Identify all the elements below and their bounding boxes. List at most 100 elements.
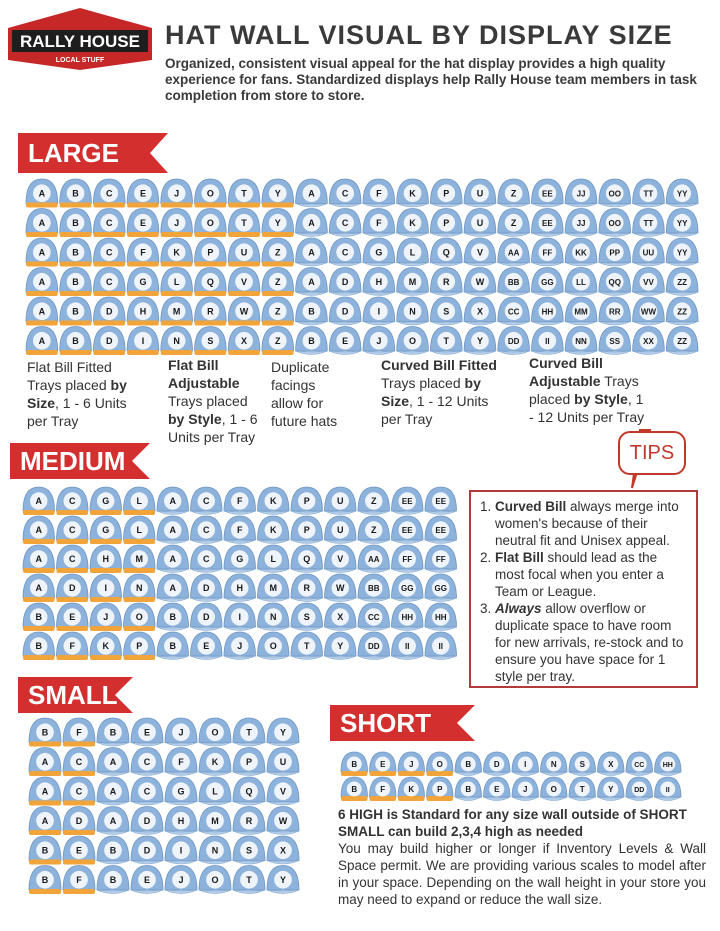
hat-label: O [437, 760, 443, 769]
hat-label: L [271, 554, 277, 564]
hat-badge [660, 781, 676, 797]
hat-badge [298, 550, 316, 568]
hat-brim [164, 742, 198, 747]
hat-badge [298, 521, 316, 539]
hat-label: R [207, 306, 214, 316]
hat: A [25, 267, 59, 296]
hat-brim [56, 539, 88, 544]
hat-brim [266, 771, 300, 776]
hat: Q [290, 544, 323, 573]
hat-label: U [477, 218, 484, 228]
hat: Q [194, 267, 227, 296]
section-banner [18, 677, 133, 713]
hat-badge [489, 756, 505, 772]
hat-brim [396, 291, 429, 296]
hat-brim [160, 350, 193, 355]
hat-brim [123, 597, 155, 602]
hat-badge [370, 243, 388, 262]
hat-label: A [39, 306, 46, 316]
hat-badge [97, 492, 115, 510]
hat: W [463, 267, 497, 296]
hat-brim [160, 320, 193, 326]
hat-badge [70, 811, 88, 830]
hat-brim [424, 626, 457, 631]
hat: K [198, 747, 232, 776]
hat-label: ZZ [677, 278, 687, 287]
hat-badge [70, 723, 88, 742]
hat-badge [100, 184, 119, 203]
hat: A [22, 515, 55, 544]
hat-brim [329, 232, 362, 237]
hat: A [25, 208, 59, 237]
hat: B [156, 602, 189, 631]
hat-badge [298, 637, 316, 655]
hat-badge [97, 550, 115, 568]
hat-label: D [69, 583, 76, 593]
hat-badge [130, 608, 148, 626]
hat-brim [228, 291, 260, 296]
hat: B [59, 326, 92, 355]
hat: Z [261, 237, 295, 267]
hat-badge [673, 302, 692, 321]
hat: E [126, 208, 160, 237]
hat-label: OO [609, 189, 621, 198]
hat-badge [673, 331, 692, 350]
hat-label: D [106, 336, 113, 346]
hat-label: F [376, 218, 382, 228]
hat: C [92, 208, 126, 237]
hat: Z [357, 515, 390, 544]
hat-brim [29, 889, 61, 894]
hat-label: B [170, 641, 177, 651]
hat-badge [639, 243, 658, 262]
hat-brim [430, 203, 463, 208]
hat-label: EE [435, 526, 446, 535]
hat-label: BB [508, 278, 520, 287]
hat: A [22, 573, 55, 602]
hat-brim [228, 320, 260, 326]
hat: K [257, 486, 290, 515]
hat: ZZ [665, 267, 699, 296]
hat-badge [66, 184, 85, 203]
hat: WW [632, 296, 665, 326]
hat-label: B [42, 845, 49, 855]
hat: J [511, 776, 539, 801]
hat-badge [365, 492, 383, 510]
hat-brim [424, 568, 457, 573]
hat-brim [531, 350, 564, 355]
hat-brim [454, 771, 482, 776]
subtitle: Organized, consistent visual appeal for … [165, 56, 697, 103]
hat: C [328, 237, 362, 267]
caption: Curved Bill Fitted Trays placed by Size,… [381, 356, 501, 428]
hat: O [396, 326, 429, 355]
hat-brim [90, 539, 122, 544]
hat-label: L [212, 786, 218, 796]
hat-label: A [36, 525, 43, 535]
hat: HH [654, 751, 682, 776]
tips-list: Curved Bill always merge into women's be… [471, 498, 686, 685]
hat-brim [632, 291, 665, 296]
hat-brim [29, 741, 61, 747]
hat-brim [463, 350, 496, 355]
hat-label: M [211, 816, 219, 826]
hat-badge [264, 521, 282, 539]
hat: D [130, 806, 164, 835]
hat-badge [138, 811, 156, 830]
hat-brim [59, 320, 92, 326]
hat: W [266, 806, 300, 835]
hat-label: I [378, 306, 381, 316]
hat-badge [130, 492, 148, 510]
hat-label: A [110, 816, 117, 826]
hat-brim [632, 350, 665, 355]
hat: D [62, 806, 96, 835]
hat: U [227, 237, 261, 267]
hat-brim [160, 232, 193, 237]
hat-brim [123, 539, 155, 544]
hat-badge [471, 302, 489, 321]
hat-badge [370, 184, 388, 203]
hat-label: U [477, 188, 484, 198]
hat: E [130, 717, 164, 747]
hat-label: II [545, 337, 549, 346]
hat-label: Z [371, 525, 377, 535]
hat-brim [598, 203, 631, 208]
hat-badge [197, 521, 215, 539]
